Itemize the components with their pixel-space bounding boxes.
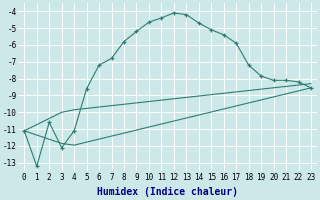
- X-axis label: Humidex (Indice chaleur): Humidex (Indice chaleur): [97, 187, 238, 197]
